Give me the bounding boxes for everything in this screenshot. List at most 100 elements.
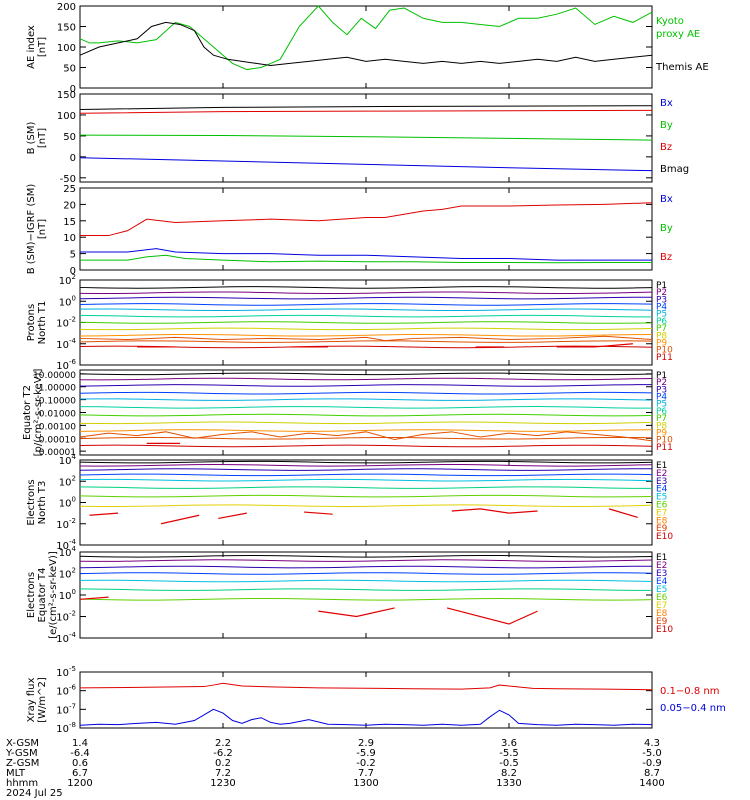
legend-label: P5 [656, 310, 667, 320]
legend-label: E9 [656, 524, 668, 534]
y-tick-label: 100 [59, 294, 76, 308]
panel-frame [79, 369, 653, 456]
legend-label: P7 [656, 414, 667, 424]
channel-line [79, 486, 653, 489]
y-tick-label: 150 [57, 90, 76, 101]
time-row-value: -5.5 [499, 748, 519, 759]
time-row-value: -6.2 [213, 748, 233, 759]
channel-line [79, 555, 653, 558]
channel-line [79, 291, 653, 295]
channel-line [79, 321, 653, 324]
y-tick-label: 10-6 [56, 684, 76, 698]
y-axis-label: B (SM)−IGRF (SM) [26, 184, 37, 275]
channel-segment [303, 511, 333, 515]
y-tick-label: 10 [63, 233, 76, 244]
legend-label: E8 [656, 609, 668, 619]
time-row-value: 1300 [353, 778, 378, 789]
legend-label: Bmag [660, 164, 689, 175]
legend-label: Bz [660, 142, 672, 153]
channel-segment [451, 508, 538, 514]
channel-segment [318, 607, 395, 618]
legend-label: Bz [660, 252, 672, 263]
channel-line [79, 340, 653, 343]
time-row-label: X-GSM [6, 738, 39, 749]
y-axis-label: [W/m^2] [37, 677, 48, 723]
legend-label: E7 [656, 508, 667, 518]
channel-line [79, 335, 653, 342]
y-tick-label: 102 [59, 474, 76, 488]
panel-frame [79, 187, 653, 271]
legend-label: P6 [656, 317, 667, 327]
y-axis-label: Protons [26, 304, 37, 341]
channel-segment [89, 512, 119, 516]
channel-line [79, 588, 653, 591]
channel-line [79, 598, 653, 601]
channel-line [79, 308, 653, 312]
legend-label: P9 [656, 338, 667, 348]
time-row-value: 1.4 [72, 738, 88, 749]
panel-frame [79, 5, 653, 89]
legend-label: P10 [656, 346, 673, 356]
time-row-value: -5.0 [642, 748, 662, 759]
panel-bigrf: 0 5 10 15 20 25 B (SM)−IGRF (SM) [nT] Bx By Bz [26, 184, 673, 277]
time-row-label: Y-GSM [5, 748, 38, 759]
time-row-value: -0.9 [642, 758, 662, 769]
legend-label: proxy AE [656, 29, 700, 40]
y-axis-label: AE index [26, 25, 37, 69]
legend-label: E2 [656, 469, 667, 479]
series-0-05-0-4-nm [79, 708, 653, 726]
legend-label: P4 [656, 303, 667, 313]
legend-label: P3 [656, 295, 667, 305]
time-row-value: 0.2 [215, 758, 231, 769]
time-row-value: 0.6 [72, 758, 88, 769]
y-tick-label: 10.00000 [33, 371, 76, 381]
time-row-value: -6.4 [70, 748, 90, 759]
channel-line [79, 372, 653, 376]
y-tick-label: 0 [70, 153, 76, 164]
y-tick-label: 102 [59, 273, 76, 287]
y-tick-label: 100 [57, 43, 76, 54]
panel-ae: 0 50 100 150 200 AE index [nT] Kyoto proxy AE The… [26, 2, 709, 95]
series-bz [79, 109, 653, 114]
channel-line [79, 314, 653, 318]
time-row-value: 4.3 [644, 738, 660, 749]
legend-label: P4 [656, 393, 667, 403]
legend-label: E5 [656, 585, 667, 595]
y-tick-label: 100 [59, 496, 76, 510]
time-row-value: 1200 [67, 778, 92, 789]
time-row-value: -0.5 [499, 758, 519, 769]
y-tick-label: 10-4 [56, 631, 76, 645]
legend-label: P2 [656, 288, 667, 298]
time-row-label: hhmm [6, 778, 38, 789]
legend-label: P10 [656, 436, 673, 446]
legend-label: E3 [656, 477, 667, 487]
y-tick-label: 10-7 [56, 702, 76, 716]
y-tick-label: 0.00010 [39, 435, 76, 445]
channel-line [79, 559, 653, 562]
legend-label: 0.05−0.4 nm [660, 703, 726, 714]
y-axis-label: [nT] [37, 37, 48, 57]
channel-line [79, 444, 653, 448]
y-tick-label: 0 [70, 84, 76, 95]
y-axis-label: Electrons [26, 479, 37, 525]
legend-label: E9 [656, 617, 668, 627]
y-tick-label: 0.01000 [39, 410, 76, 420]
y-axis-label: [nT] [37, 219, 48, 239]
series-bmag [79, 105, 653, 111]
y-tick-label: 10-4 [56, 538, 76, 552]
series-themis-ae [79, 21, 653, 66]
channel-line [79, 406, 653, 409]
y-tick-label: 10-5 [56, 665, 76, 679]
time-row-value: -0.2 [356, 758, 376, 769]
y-axis-label: B (SM) [26, 121, 37, 154]
legend-label: Themis AE [655, 62, 709, 73]
legend-label: 0.1−0.8 nm [660, 686, 719, 697]
time-row-value: 1230 [210, 778, 235, 789]
time-row-value: 7.2 [215, 768, 231, 779]
y-tick-label: 10-4 [56, 337, 76, 351]
y-tick-label: 104 [59, 545, 77, 559]
legend-label: Kyoto [656, 16, 684, 27]
legend-label: E10 [656, 625, 673, 635]
y-tick-label: 50 [63, 64, 76, 75]
